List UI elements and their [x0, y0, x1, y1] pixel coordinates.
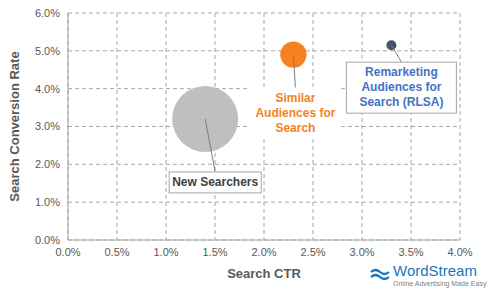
svg-text:Audiences for: Audiences for [255, 106, 335, 120]
svg-text:Similar: Similar [275, 91, 315, 105]
html-text:Online Advertising Made Easy: Online Advertising Made Easy [393, 280, 487, 287]
svg-text:1.5%: 1.5% [202, 246, 227, 258]
html-text:WordStream: WordStream [393, 262, 477, 279]
svg-text:2.0%: 2.0% [251, 246, 276, 258]
svg-text:3.0%: 3.0% [349, 246, 374, 258]
svg-text:1.0%: 1.0% [35, 196, 60, 208]
svg-text:Search Conversion Rate: Search Conversion Rate [8, 51, 22, 201]
svg-text:5.0%: 5.0% [35, 45, 60, 57]
svg-text:2.0%: 2.0% [35, 158, 60, 170]
svg-text:6.0%: 6.0% [35, 7, 60, 19]
svg-text:3.5%: 3.5% [398, 246, 423, 258]
svg-text:4.0%: 4.0% [35, 83, 60, 95]
svg-text:2.5%: 2.5% [300, 246, 325, 258]
svg-text:New Searchers: New Searchers [172, 175, 258, 189]
svg-text:Audiences for: Audiences for [361, 80, 441, 94]
svg-text:Search CTR: Search CTR [227, 266, 301, 281]
svg-text:Search: Search [275, 121, 315, 135]
svg-text:4.0%: 4.0% [447, 246, 472, 258]
svg-text:Search (RLSA): Search (RLSA) [359, 95, 443, 109]
svg-text:Remarketing: Remarketing [365, 65, 438, 79]
svg-text:0.5%: 0.5% [104, 246, 129, 258]
svg-text:3.0%: 3.0% [35, 120, 60, 132]
svg-text:1.0%: 1.0% [153, 246, 178, 258]
svg-text:0.0%: 0.0% [55, 246, 80, 258]
svg-text:0.0%: 0.0% [35, 234, 60, 246]
